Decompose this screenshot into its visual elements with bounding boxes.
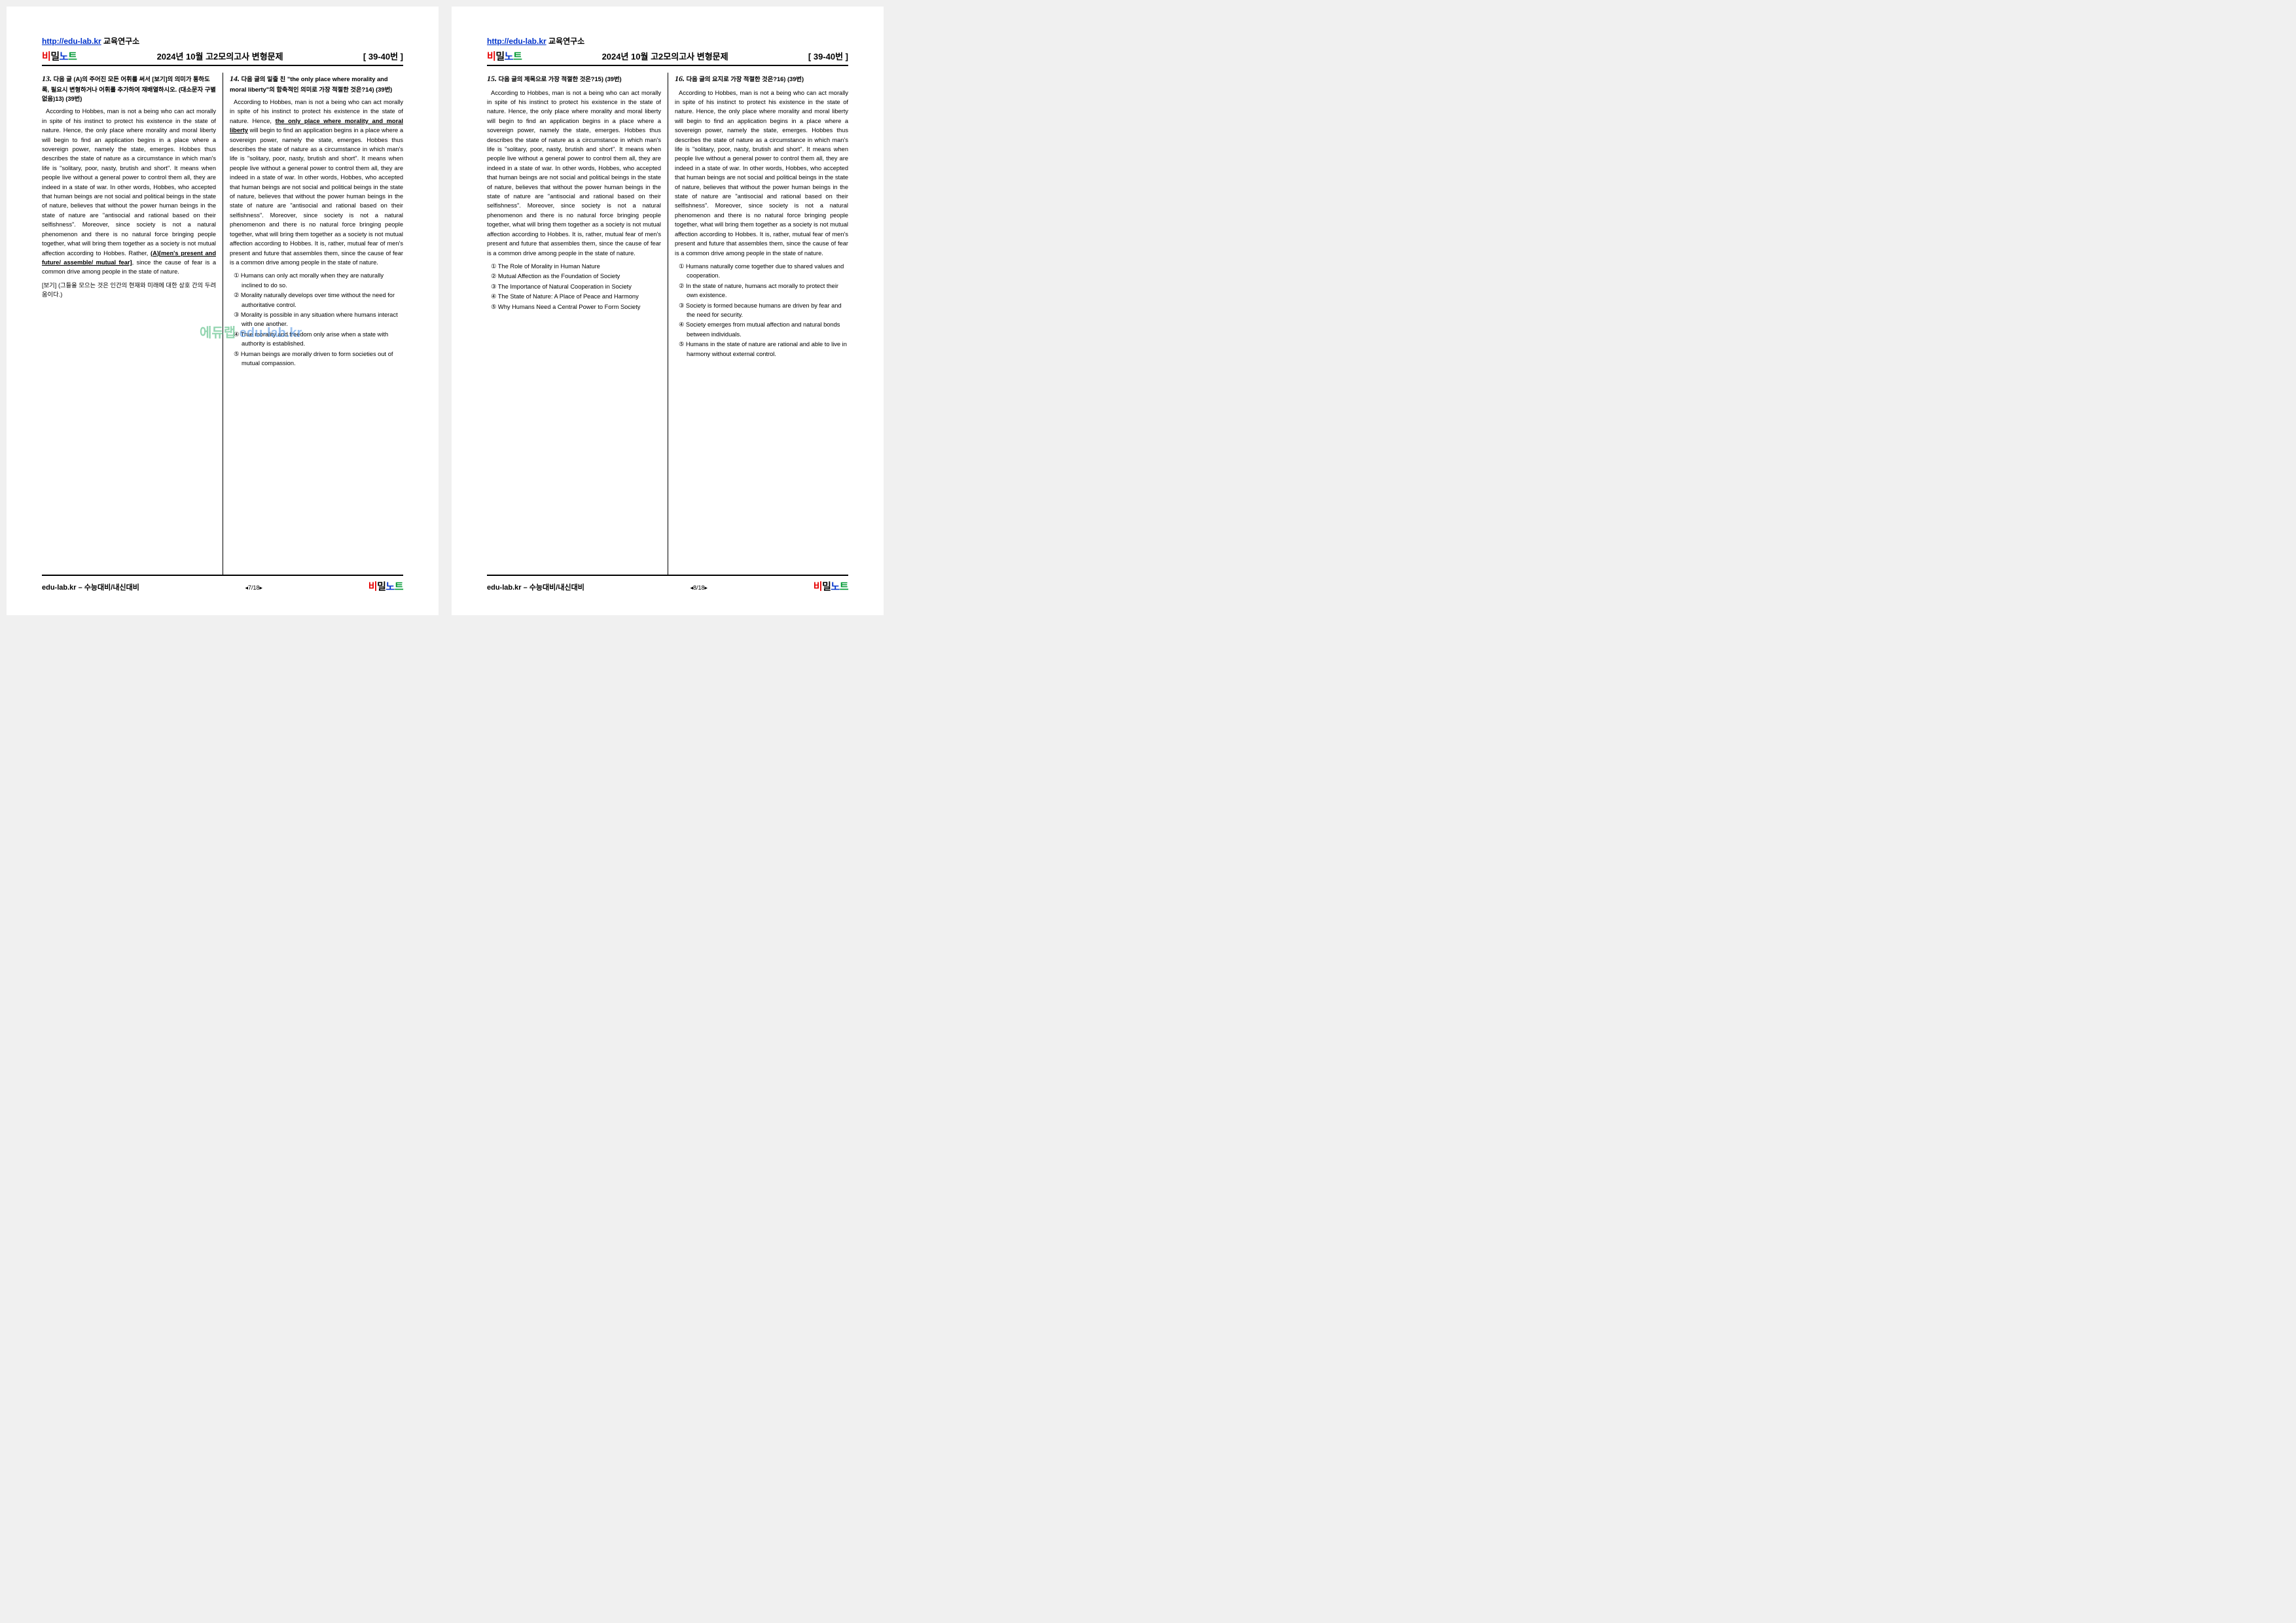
- question-range: [ 39-40번 ]: [808, 50, 848, 62]
- q13-head: 13. 다음 글 (A)의 주어진 모든 어휘를 써서 [보기]의 의미가 통하…: [42, 73, 216, 103]
- q15-prompt: 다음 글의 제목으로 가장 적절한 것은?: [499, 76, 595, 82]
- q16-choice-5: ⑤ Humans in the state of nature are rati…: [675, 340, 848, 359]
- footer-site: edu-lab.kr – 수능대비/내신대비: [487, 582, 584, 592]
- title-row: 비밀노트 2024년 10월 고2모의고사 변형문제 [ 39-40번 ]: [42, 46, 403, 66]
- q14-choice-5: ⑤ Human beings are morally driven to for…: [230, 349, 403, 368]
- exam-title: 2024년 10월 고2모의고사 변형문제: [522, 50, 808, 62]
- header-url: http://edu-lab.kr 교육연구소: [42, 35, 403, 46]
- q16-choices: ① Humans naturally come together due to …: [675, 262, 848, 359]
- q15-choice-5: ⑤ Why Humans Need a Central Power to For…: [487, 302, 661, 312]
- exam-title: 2024년 10월 고2모의고사 변형문제: [77, 50, 363, 62]
- q14-choices: ① Humans can only act morally when they …: [230, 271, 403, 368]
- q16-ref: 16) (39번): [777, 76, 804, 82]
- q15-num: 15.: [487, 74, 497, 83]
- column-right: 16. 다음 글의 요지로 가장 적절한 것은?16) (39번) Accord…: [668, 73, 848, 575]
- footer-page: ◂8/18▸: [584, 584, 814, 592]
- footer: edu-lab.kr – 수능대비/내신대비 ◂8/18▸ 비밀노트: [487, 575, 848, 593]
- q13-num: 13.: [42, 74, 52, 83]
- brand-bi: 비: [487, 51, 495, 62]
- q15-choice-4: ④ The State of Nature: A Place of Peace …: [487, 292, 661, 301]
- q14-prompt-post: 의 함축적인 의미로 가장 적절한 것은?: [269, 86, 365, 93]
- q14-choice-2: ② Morality naturally develops over time …: [230, 291, 403, 310]
- columns: 15. 다음 글의 제목으로 가장 적절한 것은?15) (39번) Accor…: [487, 73, 848, 575]
- q14-head: 14. 다음 글의 밑줄 친 "the only place where mor…: [230, 73, 403, 94]
- q15-ref: 15) (39번): [595, 76, 622, 82]
- q14-text-post: will begin to find an application begins…: [230, 127, 403, 266]
- brand: 비밀노트: [487, 49, 522, 63]
- column-right: 14. 다음 글의 밑줄 친 "the only place where mor…: [223, 73, 403, 575]
- brand-no: 노: [505, 51, 513, 62]
- brand-mil: 밀: [822, 581, 831, 592]
- q15-head: 15. 다음 글의 제목으로 가장 적절한 것은?15) (39번): [487, 73, 661, 85]
- q14-passage: According to Hobbes, man is not a being …: [230, 98, 403, 267]
- footer-page: ◂7/18▸: [139, 584, 368, 592]
- q16-prompt: 다음 글의 요지로 가장 적절한 것은?: [687, 76, 777, 82]
- q14-choice-4: ④ True morality and freedom only arise w…: [230, 330, 403, 349]
- q13-ref: 13) (39번): [55, 96, 82, 102]
- question-range: [ 39-40번 ]: [363, 50, 403, 62]
- q14-ref: 14) (39번): [365, 86, 392, 93]
- brand-mil: 밀: [495, 51, 504, 62]
- brand-te: 트: [395, 581, 403, 592]
- q15-choice-2: ② Mutual Affection as the Foundation of …: [487, 272, 661, 281]
- brand-no: 노: [831, 581, 839, 592]
- brand-te: 트: [68, 51, 77, 62]
- brand-bi: 비: [42, 51, 50, 62]
- brand-te: 트: [513, 51, 522, 62]
- title-row: 비밀노트 2024년 10월 고2모의고사 변형문제 [ 39-40번 ]: [487, 46, 848, 66]
- q14-choice-1: ① Humans can only act morally when they …: [230, 271, 403, 290]
- header-org: 교육연구소: [547, 37, 585, 46]
- header-link[interactable]: http://edu-lab.kr: [487, 37, 547, 46]
- brand: 비밀노트: [42, 49, 77, 63]
- q13-passage: According to Hobbes, man is not a being …: [42, 107, 216, 276]
- column-left: 13. 다음 글 (A)의 주어진 모든 어휘를 써서 [보기]의 의미가 통하…: [42, 73, 223, 575]
- footer-brand: 비밀노트: [368, 579, 403, 593]
- q15-choice-3: ③ The Importance of Natural Cooperation …: [487, 282, 661, 291]
- q16-num: 16.: [675, 74, 685, 83]
- q14-choice-3: ③ Morality is possible in any situation …: [230, 310, 403, 329]
- q13-text: According to Hobbes, man is not a being …: [42, 108, 216, 256]
- page-left: http://edu-lab.kr 교육연구소 비밀노트 2024년 10월 고…: [7, 7, 439, 615]
- header-link[interactable]: http://edu-lab.kr: [42, 37, 101, 46]
- page-right: http://edu-lab.kr 교육연구소 비밀노트 2024년 10월 고…: [452, 7, 884, 615]
- brand-mil: 밀: [50, 51, 59, 62]
- brand-no: 노: [60, 51, 68, 62]
- brand-bi: 비: [814, 581, 822, 592]
- q16-choice-4: ④ Society emerges from mutual affection …: [675, 320, 848, 339]
- q16-passage: According to Hobbes, man is not a being …: [675, 88, 848, 258]
- columns: 13. 다음 글 (A)의 주어진 모든 어휘를 써서 [보기]의 의미가 통하…: [42, 73, 403, 575]
- q15-passage: According to Hobbes, man is not a being …: [487, 88, 661, 258]
- q13-note: [보기] (그들을 모으는 것은 인간의 현재와 미래에 대한 상호 간의 두려…: [42, 281, 216, 300]
- header-url: http://edu-lab.kr 교육연구소: [487, 35, 848, 46]
- brand-bi: 비: [368, 581, 377, 592]
- q14-prompt-pre: 다음 글의 밑줄 친: [242, 76, 287, 82]
- brand-te: 트: [840, 581, 848, 592]
- q16-head: 16. 다음 글의 요지로 가장 적절한 것은?16) (39번): [675, 73, 848, 85]
- q16-choice-2: ② In the state of nature, humans act mor…: [675, 281, 848, 300]
- header-org: 교육연구소: [101, 37, 140, 46]
- q15-choice-1: ① The Role of Morality in Human Nature: [487, 262, 661, 271]
- brand-no: 노: [386, 581, 394, 592]
- q16-choice-1: ① Humans naturally come together due to …: [675, 262, 848, 281]
- q15-choices: ① The Role of Morality in Human Nature ②…: [487, 262, 661, 312]
- q16-choice-3: ③ Society is formed because humans are d…: [675, 301, 848, 320]
- footer-site: edu-lab.kr – 수능대비/내신대비: [42, 582, 139, 592]
- brand-mil: 밀: [377, 581, 386, 592]
- column-left: 15. 다음 글의 제목으로 가장 적절한 것은?15) (39번) Accor…: [487, 73, 668, 575]
- q14-num: 14.: [230, 74, 240, 83]
- footer-brand: 비밀노트: [814, 579, 848, 593]
- footer: edu-lab.kr – 수능대비/내신대비 ◂7/18▸ 비밀노트: [42, 575, 403, 593]
